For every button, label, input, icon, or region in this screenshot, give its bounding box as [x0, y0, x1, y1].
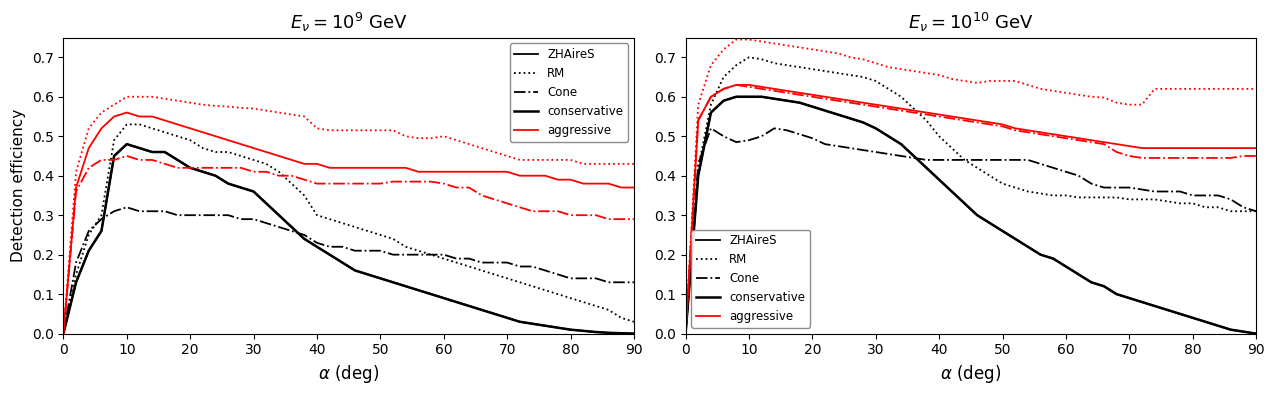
Legend: ZHAireS, RM, Cone, conservative, aggressive: ZHAireS, RM, Cone, conservative, aggress…	[509, 44, 628, 141]
X-axis label: $\alpha$ (deg): $\alpha$ (deg)	[940, 363, 1002, 385]
Title: $E_\nu = 10^9$ GeV: $E_\nu = 10^9$ GeV	[290, 11, 407, 34]
Y-axis label: Detection efficiency: Detection efficiency	[11, 109, 26, 262]
Legend: ZHAireS, RM, Cone, conservative, aggressive: ZHAireS, RM, Cone, conservative, aggress…	[692, 230, 810, 328]
Title: $E_\nu = 10^{10}$ GeV: $E_\nu = 10^{10}$ GeV	[909, 11, 1034, 34]
X-axis label: $\alpha$ (deg): $\alpha$ (deg)	[318, 363, 379, 385]
